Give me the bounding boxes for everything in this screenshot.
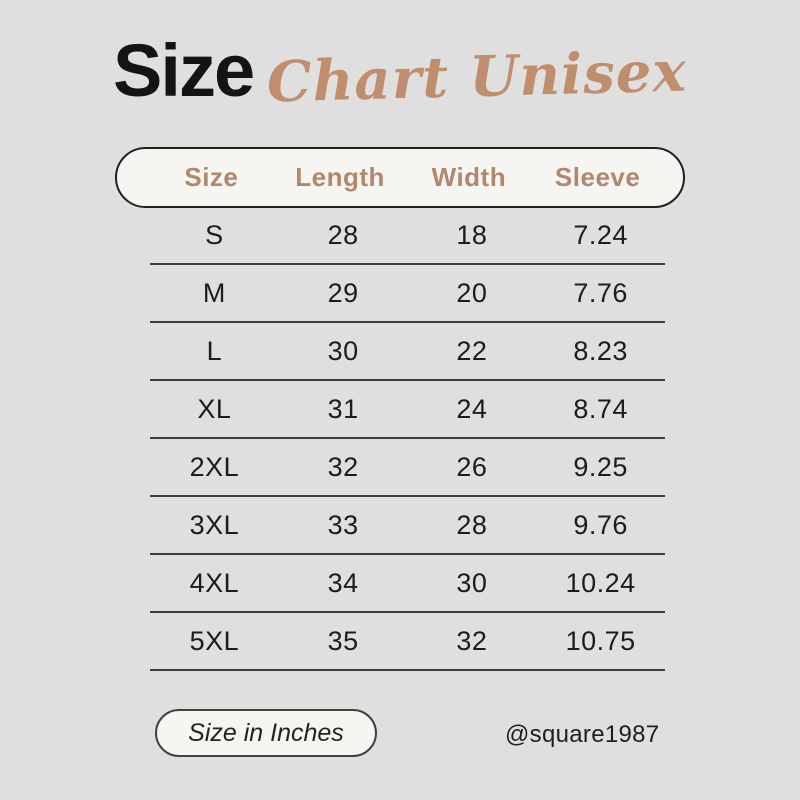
- table-row-m: M 29 20 7.76: [150, 265, 665, 323]
- cell-size: 3XL: [189, 509, 240, 540]
- cell-length: 33: [327, 509, 359, 540]
- title-word-size: Size: [113, 29, 255, 112]
- cell-width: 20: [456, 277, 488, 308]
- cell-sleeve: 7.76: [573, 277, 628, 308]
- cell-sleeve: 10.75: [565, 625, 636, 656]
- column-header-size: Size: [184, 162, 239, 192]
- cell-length: 31: [327, 393, 359, 424]
- table-header-columns: Size Length Width Sleeve: [147, 149, 662, 206]
- cell-width: 30: [456, 567, 488, 598]
- cell-size: M: [202, 277, 226, 308]
- cell-sleeve: 7.24: [573, 219, 628, 250]
- cell-width: 22: [456, 335, 488, 366]
- cell-length: 35: [327, 625, 359, 656]
- cell-sleeve: 10.24: [565, 567, 636, 598]
- unit-badge: Size in Inches: [155, 709, 377, 757]
- cell-width: 26: [456, 451, 488, 482]
- cell-size: XL: [197, 393, 232, 424]
- cell-size: S: [205, 219, 224, 250]
- title-script-chart-unisex: Chart Unisex: [266, 38, 688, 116]
- table-row-3xl: 3XL 33 28 9.76: [150, 497, 665, 555]
- cell-width: 24: [456, 393, 488, 424]
- cell-length: 30: [327, 335, 359, 366]
- page-title: Size Chart Unisex: [0, 29, 800, 116]
- cell-size: L: [206, 335, 223, 366]
- cell-sleeve: 8.23: [573, 335, 628, 366]
- credit-handle: @square1987: [505, 721, 660, 748]
- cell-size: 5XL: [189, 625, 240, 656]
- size-table-body: S 28 18 7.24 M 29 20 7.76 L 30 22 8.23 X…: [150, 207, 665, 671]
- cell-length: 34: [327, 567, 359, 598]
- table-row-xl: XL 31 24 8.74: [150, 381, 665, 439]
- table-row-2xl: 2XL 32 26 9.25: [150, 439, 665, 497]
- column-header-sleeve: Sleeve: [554, 162, 641, 192]
- cell-length: 29: [327, 277, 359, 308]
- cell-length: 32: [327, 451, 359, 482]
- cell-size: 2XL: [189, 451, 240, 482]
- column-header-width: Width: [431, 162, 507, 192]
- cell-width: 18: [456, 219, 488, 250]
- cell-width: 28: [456, 509, 488, 540]
- cell-sleeve: 9.25: [573, 451, 628, 482]
- column-header-length: Length: [295, 162, 385, 192]
- table-header-capsule: Size Length Width Sleeve: [115, 147, 685, 208]
- cell-size: 4XL: [189, 567, 240, 598]
- cell-sleeve: 8.74: [573, 393, 628, 424]
- table-row-l: L 30 22 8.23: [150, 323, 665, 381]
- cell-length: 28: [327, 219, 359, 250]
- unit-badge-label: Size in Inches: [188, 718, 344, 747]
- table-row-s: S 28 18 7.24: [150, 207, 665, 265]
- table-row-5xl: 5XL 35 32 10.75: [150, 613, 665, 671]
- cell-sleeve: 9.76: [573, 509, 628, 540]
- table-row-4xl: 4XL 34 30 10.24: [150, 555, 665, 613]
- cell-width: 32: [456, 625, 488, 656]
